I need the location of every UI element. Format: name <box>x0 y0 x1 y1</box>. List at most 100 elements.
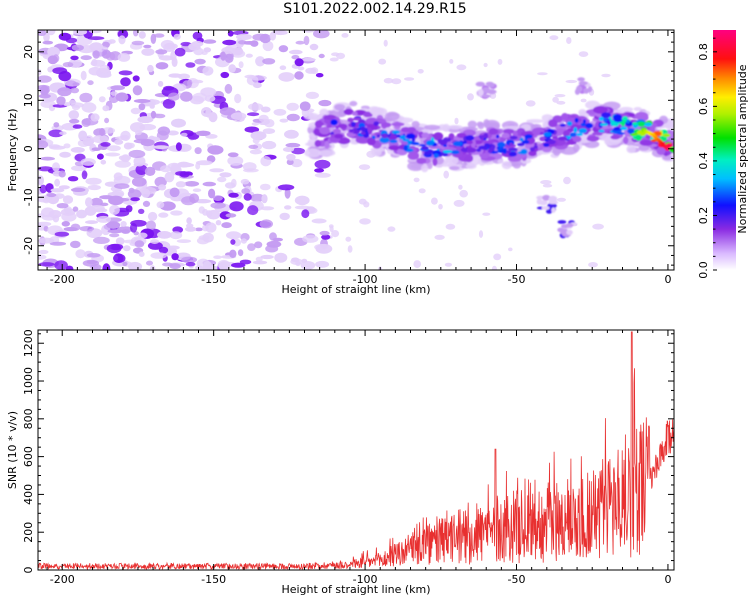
noise-blob <box>383 39 388 47</box>
noise-blob <box>563 176 571 185</box>
noise-blob <box>106 221 121 229</box>
noise-blob <box>70 87 80 94</box>
noise-blob <box>431 197 438 205</box>
noise-blob <box>138 31 146 39</box>
noise-blob <box>102 263 111 270</box>
signal-core <box>476 148 482 152</box>
signal-core <box>636 121 646 127</box>
noise-blob <box>80 158 96 166</box>
noise-blob <box>38 221 52 227</box>
signal-body <box>502 128 515 134</box>
signal-core <box>371 135 376 140</box>
noise-blob <box>70 240 81 249</box>
noise-blob <box>75 249 86 259</box>
noise-blob <box>131 40 145 46</box>
noise-blob <box>259 219 273 229</box>
noise-blob <box>188 42 201 51</box>
noise-blob <box>196 258 210 269</box>
signal-core <box>452 141 463 147</box>
y-tick-label: 10 <box>22 93 35 107</box>
y-tick-label: 800 <box>22 408 35 429</box>
noise-blob <box>195 130 211 136</box>
noise-blob <box>165 43 176 48</box>
noise-blob <box>120 77 131 87</box>
signal-body <box>343 108 354 115</box>
noise-blob <box>42 197 51 204</box>
signal-core <box>332 128 342 134</box>
signal-halo <box>307 111 314 120</box>
noise-blob <box>38 237 55 244</box>
signal-core <box>559 123 566 127</box>
noise-blob <box>121 229 130 234</box>
noise-blob <box>278 72 295 82</box>
noise-blob <box>57 87 72 97</box>
secondary-feature <box>487 83 496 88</box>
secondary-feature <box>477 89 484 96</box>
noise-blob <box>491 265 497 270</box>
signal-core <box>399 135 406 140</box>
noise-blob <box>314 168 325 173</box>
noise-blob <box>260 254 274 260</box>
noise-blob <box>87 36 105 41</box>
noise-blob <box>152 145 170 150</box>
noise-blob <box>96 215 111 223</box>
signal-body <box>432 158 438 166</box>
signal-body <box>561 113 569 121</box>
signal-core <box>569 132 577 138</box>
noise-blob <box>59 131 67 136</box>
noise-blob <box>80 55 92 61</box>
noise-blob <box>105 52 116 61</box>
noise-blob <box>133 156 146 167</box>
noise-blob <box>294 71 304 80</box>
noise-blob <box>482 212 491 216</box>
noise-blob <box>174 47 186 57</box>
noise-blob <box>68 100 77 105</box>
noise-blob <box>192 31 203 40</box>
noise-blob <box>135 164 148 175</box>
signal-body <box>548 119 558 128</box>
noise-blob <box>157 80 164 87</box>
noise-blob <box>50 188 65 193</box>
noise-blob <box>100 72 112 78</box>
noise-blob <box>413 177 420 183</box>
noise-blob <box>261 140 277 150</box>
noise-blob <box>319 230 330 236</box>
signal-core <box>508 147 518 152</box>
noise-blob <box>279 118 289 123</box>
noise-blob <box>229 249 237 258</box>
noise-blob <box>309 43 319 51</box>
noise-blob <box>38 75 52 83</box>
noise-blob <box>261 194 268 204</box>
noise-blob <box>284 205 292 210</box>
noise-blob <box>260 206 275 211</box>
noise-blob <box>467 93 474 101</box>
snr-series-line <box>38 331 674 570</box>
signal-halo <box>349 100 358 107</box>
noise-blob <box>413 260 422 269</box>
noise-blob <box>201 51 208 55</box>
noise-blob <box>295 261 301 267</box>
noise-blob <box>109 204 120 215</box>
signal-body <box>623 136 629 145</box>
noise-blob <box>162 98 176 109</box>
noise-blob <box>458 184 463 190</box>
noise-blob <box>186 223 194 228</box>
noise-blob <box>230 112 247 120</box>
signal-body <box>391 122 405 127</box>
noise-blob <box>79 92 93 103</box>
signal-core <box>580 122 586 127</box>
noise-blob <box>81 170 88 180</box>
noise-blob <box>359 218 371 225</box>
noise-blob <box>99 195 114 200</box>
noise-blob <box>58 170 66 178</box>
noise-blob <box>243 193 252 201</box>
signal-core <box>351 121 356 128</box>
secondary-feature <box>577 77 585 82</box>
noise-blob <box>38 69 42 76</box>
noise-blob <box>87 184 102 191</box>
signal-body <box>352 111 358 116</box>
secondary-feature <box>584 88 592 93</box>
noise-blob <box>70 55 79 61</box>
noise-blob <box>185 62 196 68</box>
noise-blob <box>109 233 120 238</box>
